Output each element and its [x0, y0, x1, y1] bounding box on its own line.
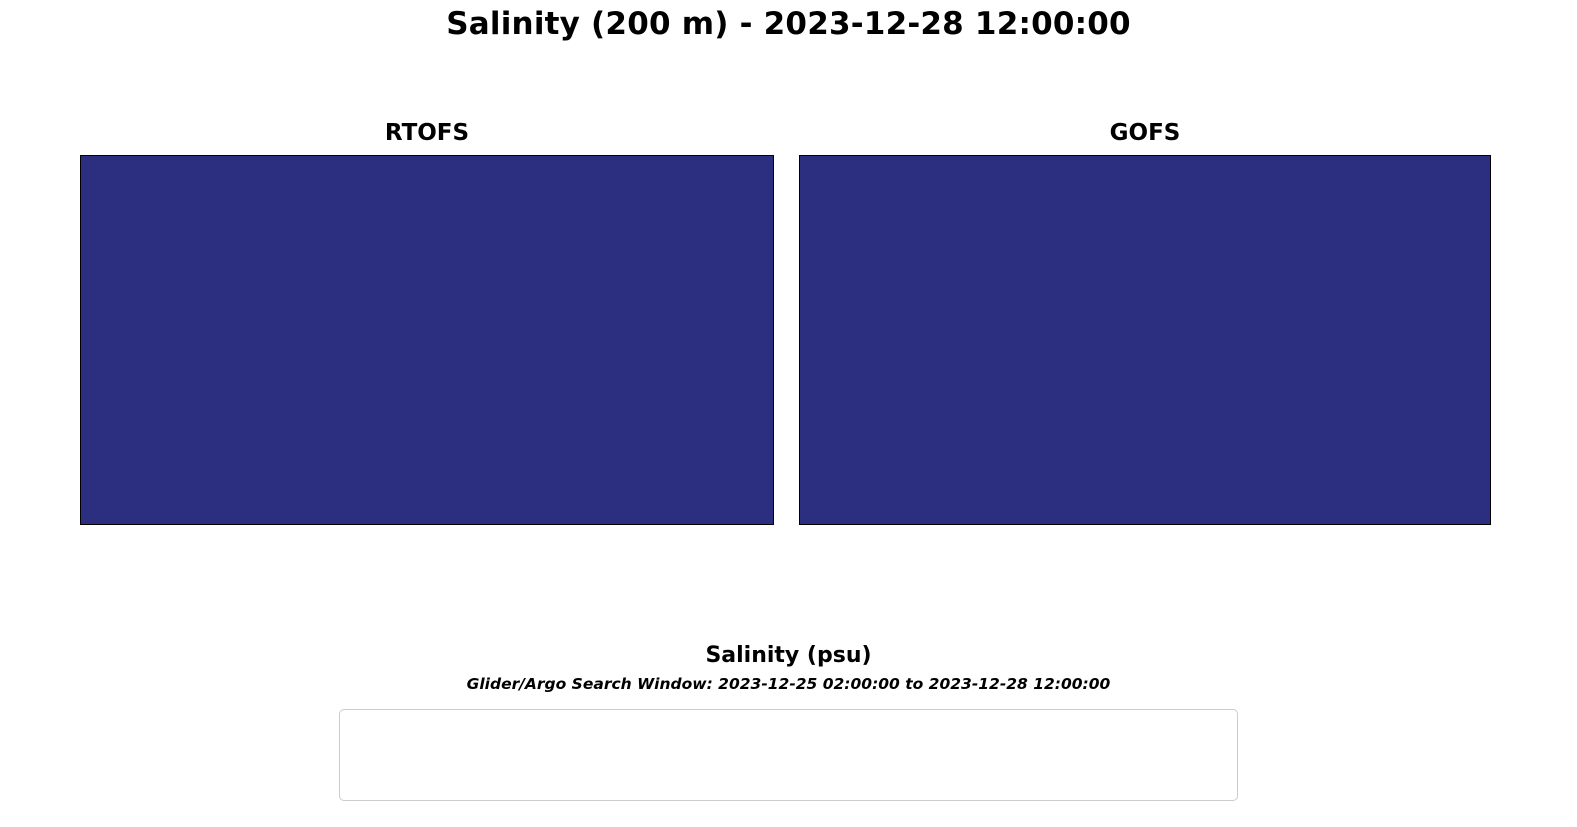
- colorbar-title: Salinity (psu): [705, 643, 872, 668]
- panel-title-gofs: GOFS: [1109, 120, 1181, 146]
- float-id-legend[interactable]: [339, 709, 1238, 801]
- panel-title-rtofs: RTOFS: [384, 120, 470, 146]
- page-title: Salinity (200 m) - 2023-12-28 12:00:00: [446, 6, 1131, 42]
- colorbar-gradient: [78, 588, 1478, 618]
- map-panel-rtofs[interactable]: [80, 155, 774, 525]
- search-window-label: Glider/Argo Search Window: 2023-12-25 02…: [466, 675, 1111, 693]
- colorbar: [78, 588, 1478, 618]
- map-panel-gofs[interactable]: [799, 155, 1491, 525]
